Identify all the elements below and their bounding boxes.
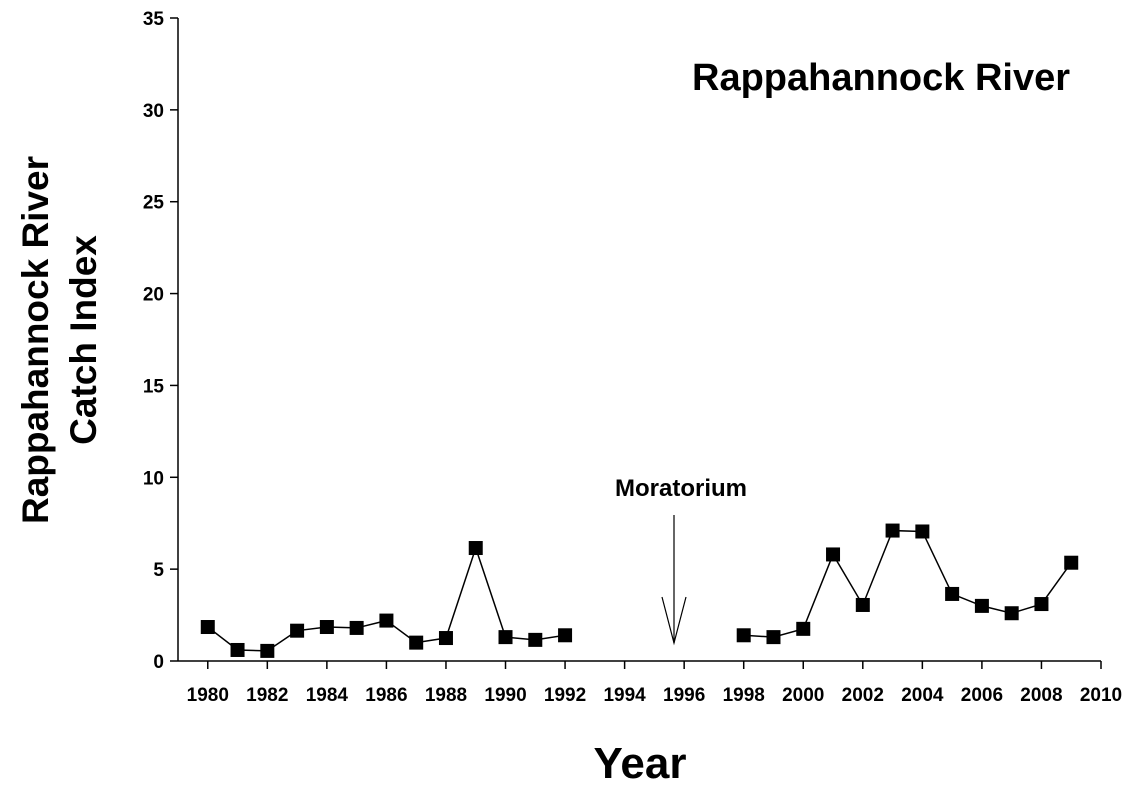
marker	[915, 524, 930, 539]
annotation-arrow	[661, 515, 687, 646]
marker	[974, 598, 989, 613]
x-tick-label: 1996	[663, 685, 705, 706]
marker	[826, 547, 841, 562]
y-tick-label: 0	[153, 652, 164, 673]
marker	[945, 586, 960, 601]
x-axis-label: Year	[594, 739, 687, 785]
marker	[290, 623, 305, 638]
marker	[855, 597, 870, 612]
x-tick-label: 1984	[306, 685, 349, 706]
y-tick-label: 30	[143, 101, 164, 122]
marker	[766, 630, 781, 645]
marker	[498, 630, 513, 645]
x-tick-label: 2004	[901, 685, 944, 706]
x-tick-label: 1988	[425, 685, 467, 706]
marker	[468, 541, 483, 556]
marker	[885, 523, 900, 538]
x-tick-label: 1980	[187, 685, 229, 706]
marker	[438, 631, 453, 646]
marker	[796, 621, 811, 636]
x-tick-label: 1994	[603, 685, 646, 706]
y-tick-label: 15	[143, 376, 165, 397]
marker	[736, 628, 751, 643]
y-tick-label: 5	[153, 560, 164, 581]
marker	[230, 642, 245, 657]
marker	[1004, 606, 1019, 621]
x-tick-label: 2002	[842, 685, 884, 706]
x-tick-label: 2000	[782, 685, 824, 706]
x-tick-label: 1998	[723, 685, 765, 706]
x-tick-label: 1992	[544, 685, 586, 706]
annotation: Moratorium	[615, 475, 747, 502]
x-tick-label: 1986	[365, 685, 407, 706]
marker	[558, 628, 573, 643]
x-tick-label: 1982	[246, 685, 288, 706]
y-tick-label: 20	[143, 285, 164, 306]
marker	[349, 620, 364, 635]
x-tick-label: 2010	[1080, 685, 1122, 706]
y-tick-label: 10	[143, 468, 164, 489]
marker	[379, 613, 394, 628]
x-tick-label: 2008	[1020, 685, 1062, 706]
x-tick-label: 1990	[484, 685, 526, 706]
marker	[528, 632, 543, 647]
y-axis-label: Catch Index	[63, 235, 104, 445]
y-axis-label: Rappahannock River	[15, 156, 56, 524]
marker	[1034, 597, 1049, 612]
marker	[409, 635, 424, 650]
x-tick-label: 2006	[961, 685, 1003, 706]
y-tick-label: 25	[143, 193, 165, 214]
marker	[319, 620, 334, 635]
marker	[1064, 555, 1079, 570]
marker	[200, 620, 215, 635]
marker	[260, 643, 275, 658]
chart-title: Rappahannock River	[692, 57, 1070, 99]
line	[743, 529, 1072, 638]
y-tick-label: 35	[143, 9, 165, 30]
